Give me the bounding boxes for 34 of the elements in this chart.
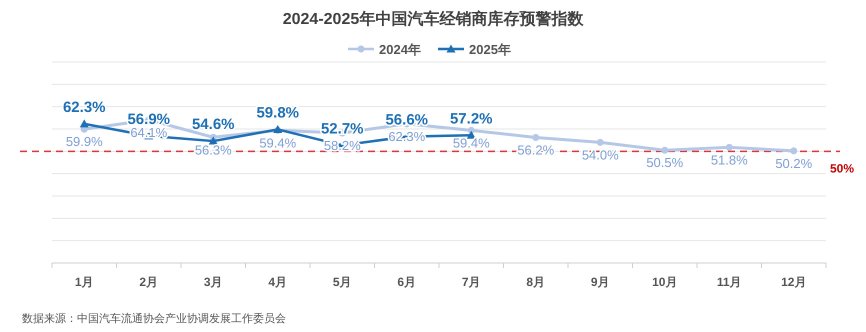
chart-title: 2024-2025年中国汽车经销商库存预警指数	[282, 10, 584, 28]
data-label: 56.6%	[385, 112, 428, 129]
data-label: 56.2%	[517, 142, 555, 158]
legend-label: 2024年	[379, 42, 421, 57]
data-label: 62.3%	[62, 98, 106, 116]
ref-line-label: 50%	[830, 161, 854, 176]
x-tick-label: 9月	[590, 275, 610, 289]
x-tick-label: 12月	[781, 275, 806, 289]
data-label: 56.9%	[127, 110, 170, 128]
data-label: 59.4%	[452, 135, 490, 150]
data-label: 52.7%	[320, 120, 364, 138]
x-tick-label: 1月	[74, 275, 94, 289]
data-label: 51.8%	[710, 152, 748, 168]
x-tick-label: 6月	[397, 275, 416, 289]
x-tick-label: 2月	[139, 275, 158, 289]
data-label: 59.4%	[259, 135, 297, 150]
source-note: 数据来源：中国汽车流通协会产业协调发展工作委员会	[22, 312, 286, 325]
data-label: 50.5%	[646, 155, 684, 170]
x-tick-label: 10月	[652, 275, 678, 289]
legend-label: 2025年	[469, 42, 511, 57]
data-label: 54.6%	[192, 116, 235, 134]
data-label: 54.0%	[582, 147, 620, 162]
data-label: 57.2%	[450, 110, 493, 128]
x-tick-label: 11月	[716, 275, 742, 289]
data-label: 62.3%	[388, 128, 426, 144]
x-tick-label: 5月	[332, 275, 352, 289]
data-label: 59.9%	[66, 134, 104, 150]
x-tick-label: 4月	[268, 275, 288, 289]
x-tick-label: 8月	[526, 275, 546, 289]
data-label: 50.2%	[775, 156, 813, 171]
x-tick-label: 7月	[462, 275, 481, 289]
x-tick-label: 3月	[204, 275, 223, 289]
data-label: 59.8%	[256, 104, 300, 122]
data-label: 56.3%	[194, 142, 232, 158]
